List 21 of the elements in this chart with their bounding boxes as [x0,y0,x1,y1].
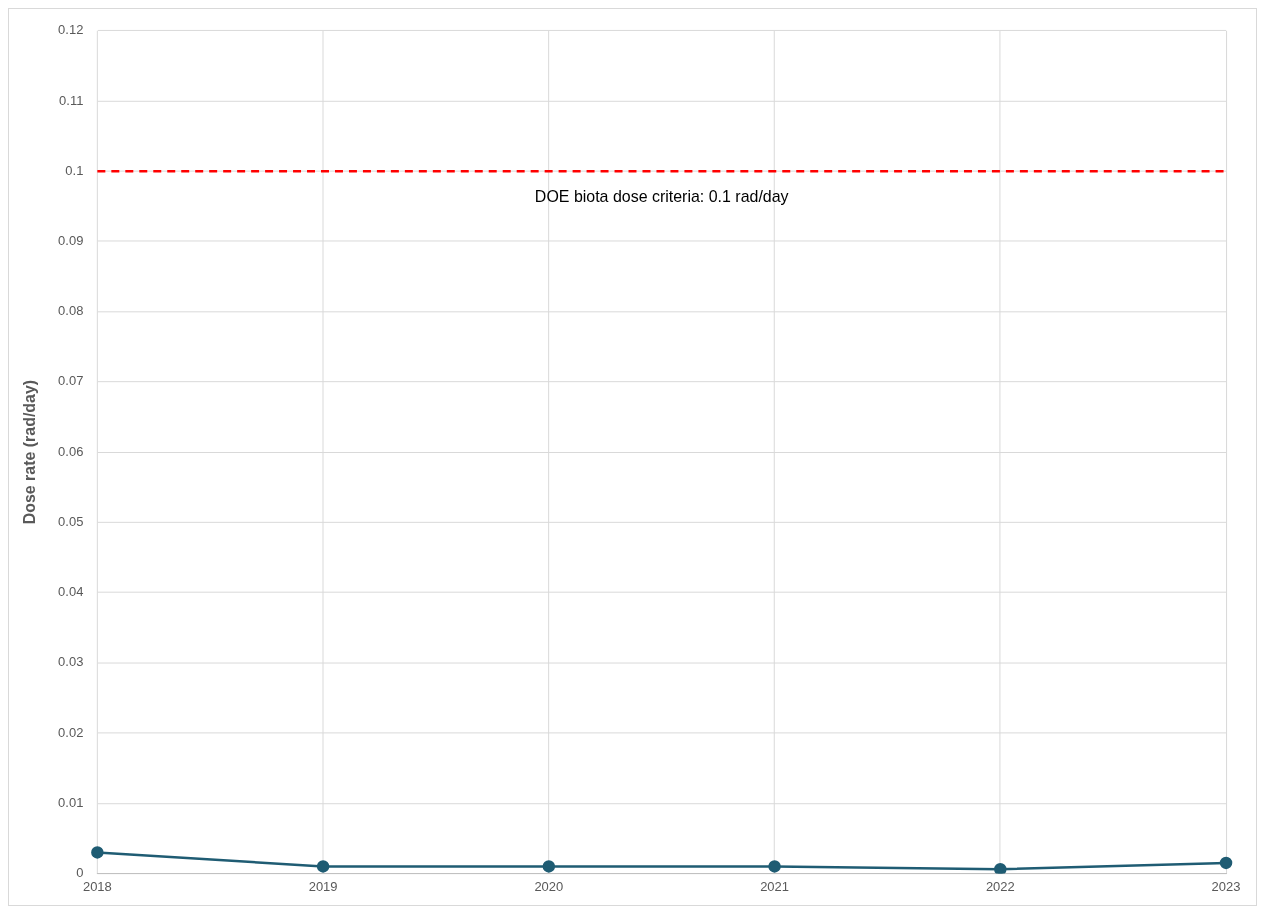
x-tick-label: 2019 [308,878,338,894]
y-tick-label: 0.06 [58,443,84,459]
y-tick-label: 0.02 [58,724,84,740]
y-tick-label: 0.11 [59,92,84,108]
y-axis-title: Dose rate (rad/day) [20,379,38,525]
x-tick-label: 2022 [985,878,1015,894]
y-tick-label: 0.09 [58,233,84,248]
y-tick-label: 0.1 [65,162,84,178]
y-tick-label: 0.03 [58,654,84,670]
y-tick-label: 0.05 [58,513,84,529]
x-tick-label: 2021 [760,878,790,894]
ref-line-label: DOE biota dose criteria: 0.1 rad/day [534,187,789,205]
y-tick-label: 0.04 [58,584,84,600]
y-tick-label: 0.01 [58,794,84,810]
y-tick-label: 0.07 [58,373,84,389]
x-tick-label: 2023 [1211,878,1241,894]
x-tick-label: 2018 [82,878,112,894]
x-tick-label: 2020 [534,878,564,894]
y-tick-label: 0 [76,865,84,881]
y-tick-label: 0.12 [58,22,84,38]
y-tick-label: 0.08 [58,303,84,319]
